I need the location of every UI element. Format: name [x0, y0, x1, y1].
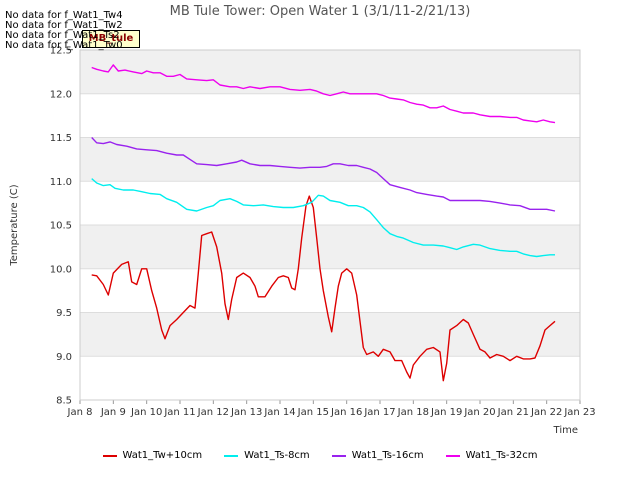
x-tick-label: Jan 11: [163, 407, 195, 418]
y-tick-label: 10.5: [50, 221, 72, 232]
legend-item-ts16[interactable]: Wat1_Ts-16cm: [331, 450, 424, 461]
no-data-message-ts2: No data for f_Wat1_Ts2: [5, 30, 120, 41]
x-tick-label: Jan 15: [297, 407, 329, 418]
y-tick-label: 11.5: [50, 133, 72, 144]
y-tick-label: 11.0: [50, 177, 72, 188]
x-tick-label: Jan 8: [67, 407, 93, 418]
chart-title: MB Tule Tower: Open Water 1 (3/1/11-2/21…: [170, 4, 471, 19]
y-tick-label: 9.0: [56, 352, 72, 363]
no-data-message-tw2: No data for f_Wat1_Tw2: [5, 20, 123, 31]
legend-swatch: [102, 454, 117, 457]
plot-band: [80, 268, 580, 313]
plot-band: [80, 137, 580, 182]
legend-swatch: [224, 454, 239, 457]
x-tick-label: Jan 23: [563, 407, 595, 418]
legend-item-ts8[interactable]: Wat1_Ts-8cm: [224, 450, 310, 461]
series-line-0: [91, 195, 556, 382]
legend-label: Wat1_Tw+10cm: [122, 450, 203, 461]
legend-swatch: [445, 454, 460, 457]
x-tick-label: Jan 18: [397, 407, 429, 418]
x-tick-label: Jan 14: [263, 407, 295, 418]
plot-band: [80, 93, 580, 138]
y-tick-label: 12.5: [50, 46, 72, 57]
y-tick-label: 10.0: [50, 264, 72, 275]
plot-band: [80, 356, 580, 400]
legend-swatch: [331, 454, 346, 457]
site-badge: MB_tule: [82, 30, 140, 48]
x-tick-label: Jan 13: [230, 407, 262, 418]
plot-band: [80, 50, 580, 94]
y-tick-label: 9.5: [56, 308, 72, 319]
x-tick-label: Jan 19: [430, 407, 462, 418]
y-axis-label: Temperature (C): [9, 184, 20, 266]
x-tick-label: Jan 17: [363, 407, 395, 418]
x-tick-label: Jan 16: [330, 407, 362, 418]
y-tick-label: 12.0: [50, 89, 72, 100]
no-data-message-tw4: No data for f_Wat1_Tw4: [5, 10, 123, 21]
plot-band: [80, 312, 580, 357]
x-axis-label: Time: [553, 425, 578, 436]
series-line-3: [91, 64, 556, 124]
x-tick-label: Jan 12: [197, 407, 229, 418]
series-line-2: [91, 137, 556, 212]
plot-frame: [79, 49, 581, 401]
legend-label: Wat1_Ts-8cm: [244, 450, 310, 461]
series-line-1: [91, 178, 555, 258]
legend-item-ts32[interactable]: Wat1_Ts-32cm: [445, 450, 538, 461]
x-tick-label: Jan 20: [463, 407, 495, 418]
x-tick-label: Jan 21: [497, 407, 529, 418]
chart-legend: Wat1_Tw+10cm Wat1_Ts-8cm Wat1_Ts-16cm Wa…: [0, 450, 640, 461]
x-tick-label: Jan 10: [130, 407, 162, 418]
plot-band: [80, 181, 580, 225]
no-data-message-tw0: No data for f_Wat1_Tw0: [5, 40, 123, 51]
x-tick-label: Jan 9: [100, 407, 126, 418]
plot-band: [80, 225, 580, 269]
legend-label: Wat1_Ts-32cm: [465, 450, 538, 461]
x-tick-label: Jan 22: [530, 407, 562, 418]
legend-item-tw10[interactable]: Wat1_Tw+10cm: [102, 450, 203, 461]
y-tick-label: 8.5: [56, 396, 72, 407]
legend-label: Wat1_Ts-16cm: [351, 450, 424, 461]
